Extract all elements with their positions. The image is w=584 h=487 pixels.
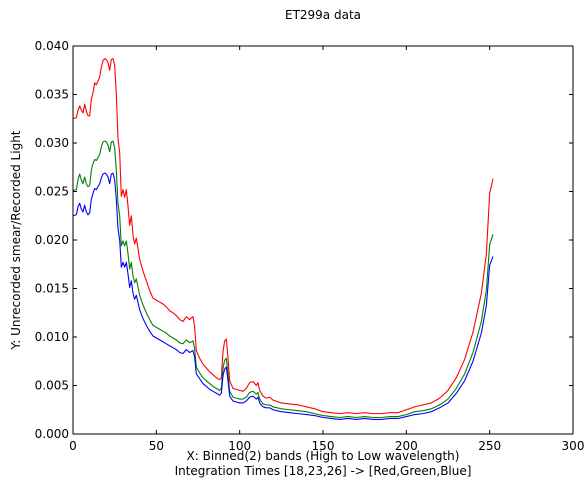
y-tick-label: 0.000 xyxy=(35,427,69,441)
series-line-0 xyxy=(72,58,494,415)
x-tick-label: 50 xyxy=(149,439,164,453)
x-tick-label: 150 xyxy=(312,439,335,453)
y-tick-label: 0.015 xyxy=(35,282,69,296)
y-tick-label: 0.025 xyxy=(35,185,69,199)
y-tick-label: 0.035 xyxy=(35,88,69,102)
x-tick-label: 250 xyxy=(478,439,501,453)
plot-frame xyxy=(72,45,574,435)
x-axis-label: X: Binned(2) bands (High to Low waveleng… xyxy=(187,449,460,463)
series-line-1 xyxy=(72,140,494,419)
series-line-2 xyxy=(72,172,494,420)
x-tick-label: 100 xyxy=(228,439,251,453)
x-tick-label: 0 xyxy=(69,439,77,453)
y-axis-ticks: 0.000 0.005 0.010 0.015 0.020 0.025 0.030 0.035… xyxy=(35,39,573,441)
chart-title: ET299a data xyxy=(285,8,361,22)
x-tick-label: 200 xyxy=(395,439,418,453)
x-tick-label: 300 xyxy=(562,439,584,453)
y-tick-label: 0.010 xyxy=(35,330,69,344)
plot-series-group xyxy=(72,58,494,420)
x-axis-ticks: 0 50 100 150 200 250 300 xyxy=(69,46,584,453)
y-axis-label: Y: Unrecorded smear/Recorded Light xyxy=(9,130,23,350)
y-tick-label: 0.005 xyxy=(35,379,69,393)
y-tick-label: 0.020 xyxy=(35,233,69,247)
y-tick-label: 0.030 xyxy=(35,136,69,150)
y-tick-label: 0.040 xyxy=(35,39,69,53)
x-axis-label-line2: Integration Times [18,23,26] -> [Red,Gre… xyxy=(175,464,472,478)
